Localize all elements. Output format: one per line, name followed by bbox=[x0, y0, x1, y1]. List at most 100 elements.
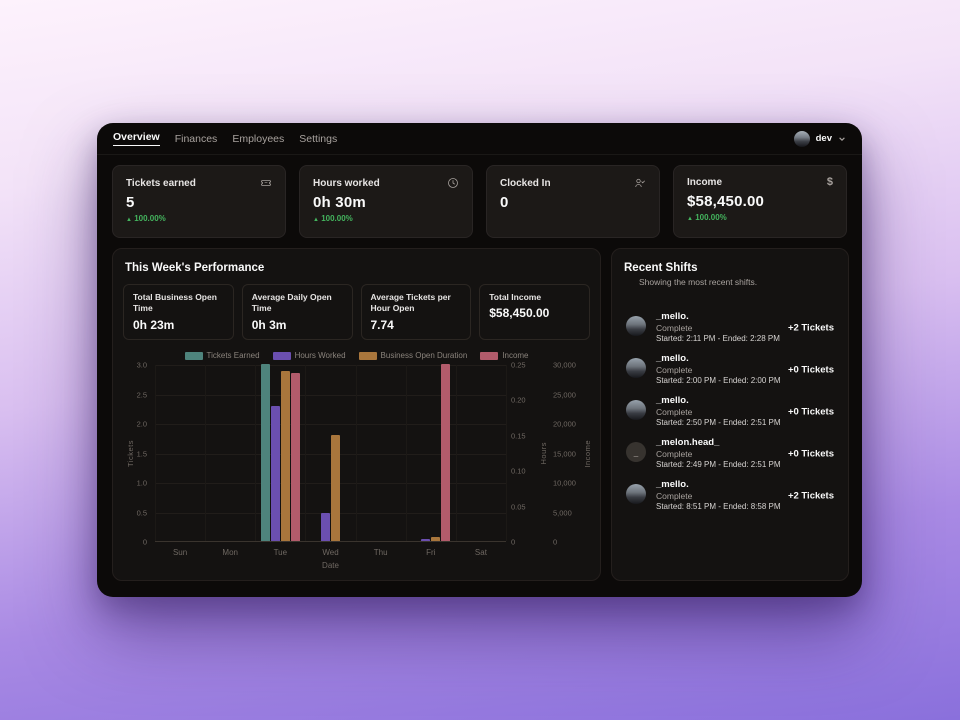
shift-time-range: Started: 2:50 PM - Ended: 2:51 PM bbox=[656, 418, 781, 428]
tick-label: 1.5 bbox=[136, 449, 147, 458]
shift-time-range: Started: 2:11 PM - Ended: 2:28 PM bbox=[656, 334, 780, 344]
card-value: 0h 30m bbox=[313, 194, 366, 211]
shift-row-4: _mello. Complete Started: 8:51 PM - Ended:… bbox=[612, 475, 848, 517]
tick-label: 10,000 bbox=[553, 478, 576, 488]
bar-tue-0 bbox=[260, 364, 270, 541]
x-tick-thu: Thu bbox=[373, 548, 388, 557]
chevron-down-icon bbox=[839, 136, 845, 141]
legend-item-2[interactable]: Business Open Duration bbox=[358, 351, 468, 360]
bar-tue-2 bbox=[280, 371, 290, 541]
bar-fri-3 bbox=[441, 364, 451, 541]
legend-label: Income bbox=[502, 351, 529, 360]
metric-total-income: Total Income $58,450.00 bbox=[479, 284, 590, 340]
shift-row-0: _mello. Complete Started: 2:11 PM - Ended:… bbox=[612, 307, 848, 349]
gridline bbox=[205, 365, 207, 541]
bar-tue-1 bbox=[270, 406, 280, 541]
x-tick-sat: Sat bbox=[474, 548, 487, 557]
tab-overview[interactable]: Overview bbox=[113, 131, 160, 146]
up-arrow-icon: ▲ bbox=[313, 217, 319, 223]
gridline bbox=[405, 365, 407, 541]
y-axis-income: 30,000 25,000 20,000 15,000 10,000 5,000 0 bbox=[553, 361, 583, 547]
nav-tabs: Overview Finances Employees Settings bbox=[113, 131, 337, 146]
x-tick-mon: Mon bbox=[222, 548, 238, 557]
gridline bbox=[506, 365, 507, 541]
metric-avg-daily-open: Average Daily Open Time 0h 3m bbox=[241, 284, 353, 340]
shift-employee-name: _mello. bbox=[656, 311, 689, 322]
shift-employee-name: _mello. bbox=[656, 479, 689, 490]
bar-fri-2 bbox=[431, 537, 441, 541]
user-name: dev bbox=[815, 133, 832, 144]
tick-label: 0 bbox=[553, 537, 558, 547]
tick-label: 0.5 bbox=[136, 508, 147, 517]
x-tick-fri: Fri bbox=[426, 548, 436, 557]
card-delta: ▲ 100.00% bbox=[313, 214, 353, 223]
performance-title: This Week's Performance bbox=[125, 262, 265, 274]
card-title: Tickets earned bbox=[126, 177, 196, 189]
card-tickets-earned: Tickets earned 5 ▲ 100.00% bbox=[112, 165, 286, 238]
shift-details: _mello. Complete Started: 8:51 PM - Ended:… bbox=[656, 479, 781, 517]
up-arrow-icon: ▲ bbox=[687, 216, 693, 222]
tick-label: 0.10 bbox=[511, 466, 526, 476]
legend-item-3[interactable]: Income bbox=[480, 351, 529, 360]
tick-label: 0.20 bbox=[511, 395, 526, 405]
shift-time-range: Started: 2:49 PM - Ended: 2:51 PM bbox=[656, 460, 781, 470]
navbar: Overview Finances Employees Settings dev bbox=[97, 123, 862, 155]
shift-status: Complete bbox=[656, 407, 693, 418]
shift-row-3: _ _melon.head_ Complete Started: 2:49 PM - … bbox=[612, 433, 848, 475]
tick-label: 2.0 bbox=[136, 419, 147, 429]
shift-status: Complete bbox=[656, 365, 693, 376]
tick-label: 2.5 bbox=[136, 390, 147, 399]
card-title: Clocked In bbox=[500, 177, 551, 189]
tick-label: 25,000 bbox=[553, 390, 576, 399]
legend-item-0[interactable]: Tickets Earned bbox=[184, 351, 260, 360]
app-window: Overview Finances Employees Settings dev… bbox=[97, 123, 862, 597]
legend-item-1[interactable]: Hours Worked bbox=[272, 351, 346, 360]
tick-label: 0.15 bbox=[511, 431, 526, 441]
tick-label: 0.05 bbox=[511, 502, 526, 512]
gridline bbox=[155, 512, 506, 514]
tab-finances[interactable]: Finances bbox=[174, 132, 218, 145]
card-delta: ▲ 100.00% bbox=[126, 214, 166, 223]
gridline bbox=[355, 365, 357, 541]
card-clocked-in: Clocked In 0 bbox=[486, 165, 660, 238]
y-axis-income-label: Income bbox=[583, 439, 592, 468]
shift-employee-name: _mello. bbox=[656, 395, 689, 406]
x-axis-labels: Sun Mon Tue Wed Thu Fri Sat bbox=[155, 548, 506, 560]
bar-wed-1 bbox=[321, 512, 330, 541]
tick-label: 30,000 bbox=[553, 360, 576, 370]
shift-avatar bbox=[626, 484, 646, 504]
shift-status: Complete bbox=[656, 323, 693, 334]
chart-plot-area bbox=[155, 364, 507, 542]
weekly-bar-chart: Tickets Earned Hours Worked Business Open … bbox=[113, 349, 600, 580]
user-menu[interactable]: dev bbox=[793, 130, 846, 147]
shift-details: _mello. Complete Started: 2:50 PM - Ended:… bbox=[656, 395, 781, 433]
card-value: $58,450.00 bbox=[687, 193, 765, 210]
x-tick-wed: Wed bbox=[322, 548, 339, 557]
shift-row-2: _mello. Complete Started: 2:50 PM - Ended:… bbox=[612, 391, 848, 433]
legend-swatch bbox=[272, 351, 291, 360]
tab-employees[interactable]: Employees bbox=[232, 132, 285, 145]
shift-avatar bbox=[626, 400, 646, 420]
gridline bbox=[255, 365, 257, 541]
user-check-icon bbox=[634, 177, 646, 189]
x-axis-title: Date bbox=[322, 561, 339, 570]
card-title: Hours worked bbox=[313, 177, 380, 189]
legend-label: Business Open Duration bbox=[380, 351, 468, 360]
clock-icon bbox=[447, 177, 459, 189]
shift-tickets-badge: +2 Tickets bbox=[787, 490, 834, 502]
up-arrow-icon: ▲ bbox=[126, 217, 132, 223]
shift-details: _mello. Complete Started: 2:11 PM - Ended:… bbox=[656, 311, 780, 349]
recent-shifts-panel: Recent Shifts Showing the most recent sh… bbox=[611, 248, 849, 581]
legend-swatch bbox=[358, 351, 377, 360]
shift-status: Complete bbox=[656, 491, 693, 502]
legend-swatch bbox=[480, 351, 499, 360]
shift-avatar: _ bbox=[626, 442, 646, 462]
shift-list[interactable]: _mello. Complete Started: 2:11 PM - Ended:… bbox=[612, 307, 848, 574]
legend-swatch bbox=[184, 351, 203, 360]
tab-settings[interactable]: Settings bbox=[299, 132, 338, 145]
gridline bbox=[305, 365, 307, 541]
gridline bbox=[155, 394, 506, 396]
card-income: Income $ $58,450.00 ▲ 100.00% bbox=[673, 165, 847, 238]
shift-details: _mello. Complete Started: 2:00 PM - Ended:… bbox=[656, 353, 781, 391]
